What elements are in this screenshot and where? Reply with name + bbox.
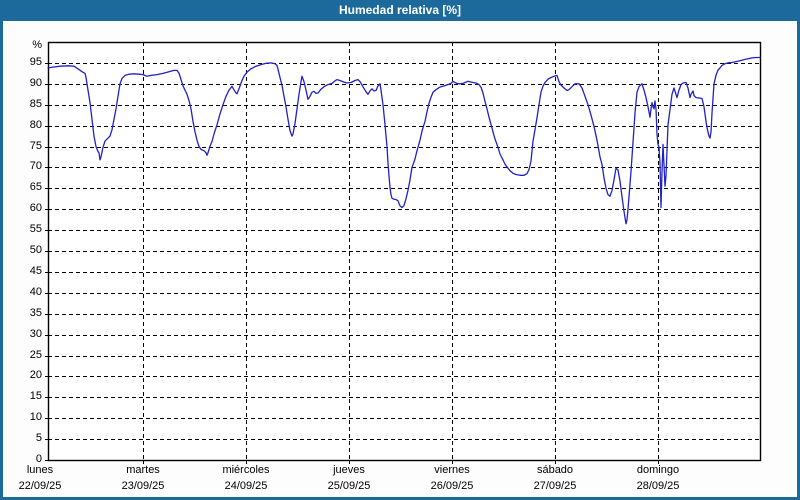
x-date-label: 25/09/25	[327, 480, 371, 492]
x-day-label: domingo	[636, 464, 680, 476]
y-tick-label: 15	[29, 390, 42, 402]
y-tick-label: 70	[29, 160, 42, 172]
y-tick-label: 0	[35, 453, 42, 465]
x-day-label: lunes	[26, 464, 54, 476]
y-tick-label: 85	[29, 98, 42, 110]
y-tick-label: 95	[29, 56, 42, 68]
y-tick-label: 55	[29, 223, 42, 235]
window-border-left	[0, 0, 3, 500]
x-date-label: 28/09/25	[636, 480, 680, 492]
y-tick-label: 25	[29, 349, 42, 361]
y-tick-label: 65	[29, 181, 42, 193]
x-day-label: martes	[126, 464, 160, 476]
y-tick-label: 50	[29, 244, 42, 256]
x-day-label: miércoles	[222, 464, 270, 476]
y-tick-label: 30	[29, 328, 42, 340]
plot-area	[48, 42, 760, 460]
y-tick-label: 60	[29, 202, 42, 214]
x-date-label: 23/09/25	[121, 480, 165, 492]
y-tick-label: 90	[29, 77, 42, 89]
humidity-series-line	[47, 56, 761, 225]
y-tick-label: 45	[29, 265, 42, 277]
y-tick-label: 80	[29, 119, 42, 131]
y-axis-unit-label: %	[32, 39, 42, 51]
y-tick-label: 10	[29, 411, 42, 423]
x-date-label: 24/09/25	[224, 480, 268, 492]
y-tick-label: 75	[29, 140, 42, 152]
x-day-label: jueves	[333, 464, 365, 476]
window-border-right	[797, 0, 800, 500]
x-day-label: viernes	[434, 464, 470, 476]
y-tick-label: 35	[29, 307, 42, 319]
x-date-label: 27/09/25	[533, 480, 577, 492]
window-border-bottom	[0, 497, 800, 500]
x-date-label: 22/09/25	[18, 480, 62, 492]
x-date-label: 26/09/25	[430, 480, 474, 492]
y-tick-label: 40	[29, 286, 42, 298]
chart-title: Humedad relativa [%]	[338, 3, 462, 17]
x-day-label: sábado	[536, 464, 574, 476]
title-bar: Humedad relativa [%]	[0, 0, 800, 21]
plot-border	[47, 41, 762, 462]
y-tick-label: 5	[35, 432, 42, 444]
y-tick-label: 20	[29, 369, 42, 381]
